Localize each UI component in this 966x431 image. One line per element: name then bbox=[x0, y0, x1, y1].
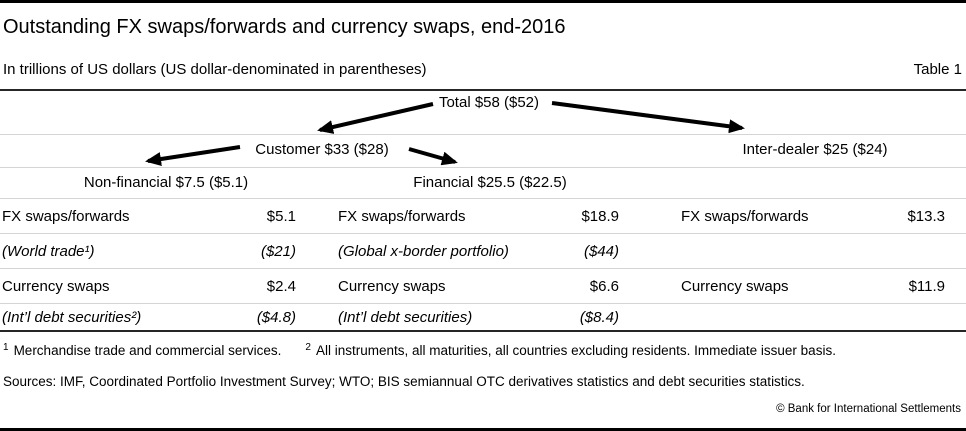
arrow-total-to-interdealer bbox=[551, 101, 745, 134]
footnote-1: 1 Merchandise trade and commercial servic… bbox=[3, 342, 282, 358]
arrow-customer-to-nonfinancial bbox=[145, 145, 241, 166]
arrow-customer-to-financial bbox=[408, 147, 458, 166]
cell-group-financial: (Global x-border portfolio) ($44) bbox=[338, 243, 619, 260]
sources-line: Sources: IMF, Coordinated Portfolio Inve… bbox=[3, 374, 805, 389]
cell-value: ($8.4) bbox=[579, 308, 619, 326]
cell-value: ($44) bbox=[583, 242, 619, 260]
cell-group-nonfinancial: (Int’l debt securities²) ($4.8) bbox=[0, 309, 296, 326]
tree-arrows bbox=[145, 101, 745, 166]
top-border bbox=[0, 0, 966, 3]
cell-label: Currency swaps bbox=[2, 277, 110, 295]
units-subtitle: In trillions of US dollars (US dollar-de… bbox=[3, 61, 427, 78]
footnote-1-text: Merchandise trade and commercial service… bbox=[13, 343, 282, 358]
footnote-2-marker: 2 bbox=[305, 342, 311, 353]
cell-value: ($21) bbox=[260, 242, 296, 260]
footnote-2-text: All instruments, all maturities, all cou… bbox=[315, 343, 836, 358]
cell-label: FX swaps/forwards bbox=[2, 207, 130, 225]
data-table: FX swaps/forwards $5.1 FX swaps/forwards… bbox=[0, 199, 966, 332]
footnote-2: 2 All instruments, all maturities, all co… bbox=[305, 342, 836, 358]
cell-group-nonfinancial: Currency swaps $2.4 bbox=[0, 278, 296, 295]
cell-group-interdealer: FX swaps/forwards $13.3 bbox=[681, 208, 945, 225]
table-row-reference-2: (Int’l debt securities²) ($4.8) (Int’l d… bbox=[0, 304, 966, 332]
node-non-financial: Non-financial $7.5 ($5.1) bbox=[79, 174, 253, 192]
diagram-separator-1 bbox=[0, 134, 966, 135]
hierarchy-diagram: Total $58 ($52) Customer $33 ($28) Inter… bbox=[0, 91, 966, 199]
cell-group-nonfinancial: (World trade¹) ($21) bbox=[0, 243, 296, 260]
cell-group-financial: (Int’l debt securities) ($8.4) bbox=[338, 309, 619, 326]
cell-label: (Global x-border portfolio) bbox=[338, 242, 509, 260]
cell-value: $5.1 bbox=[266, 207, 296, 225]
cell-label: Currency swaps bbox=[681, 277, 789, 295]
node-total: Total $58 ($52) bbox=[434, 94, 544, 112]
cell-value: $18.9 bbox=[581, 207, 619, 225]
cell-value: $11.9 bbox=[908, 277, 945, 295]
header-rule bbox=[0, 89, 966, 91]
cell-label: (World trade¹) bbox=[2, 242, 95, 260]
cell-value: $13.3 bbox=[907, 207, 945, 225]
table-row-fx-swaps: FX swaps/forwards $5.1 FX swaps/forwards… bbox=[0, 199, 966, 234]
table-row-currency-swaps: Currency swaps $2.4 Currency swaps $6.6 … bbox=[0, 269, 966, 304]
diagram-separator-3 bbox=[0, 198, 966, 199]
cell-label: FX swaps/forwards bbox=[681, 207, 809, 225]
node-customer: Customer $33 ($28) bbox=[251, 141, 393, 159]
cell-value: $2.4 bbox=[266, 277, 296, 295]
footnote-1-marker: 1 bbox=[3, 342, 9, 353]
cell-label: (Int’l debt securities) bbox=[338, 308, 473, 326]
node-inter-dealer: Inter-dealer $25 ($24) bbox=[738, 141, 892, 159]
diagram-separator-2 bbox=[0, 167, 966, 168]
subtitle-row: In trillions of US dollars (US dollar-de… bbox=[3, 60, 962, 80]
table-row-reference-1: (World trade¹) ($21) (Global x-border po… bbox=[0, 234, 966, 269]
copyright-notice: © Bank for International Settlements bbox=[776, 403, 961, 415]
table-number-label: Table 1 bbox=[913, 61, 962, 78]
cell-group-financial: FX swaps/forwards $18.9 bbox=[338, 208, 619, 225]
node-financial: Financial $25.5 ($22.5) bbox=[409, 174, 571, 192]
cell-label: Currency swaps bbox=[338, 277, 446, 295]
footnotes: 1 Merchandise trade and commercial servic… bbox=[3, 338, 836, 360]
cell-value: ($4.8) bbox=[256, 308, 296, 326]
cell-label: FX swaps/forwards bbox=[338, 207, 466, 225]
cell-group-interdealer: Currency swaps $11.9 bbox=[681, 278, 945, 295]
cell-label: (Int’l debt securities²) bbox=[2, 308, 142, 326]
cell-group-financial: Currency swaps $6.6 bbox=[338, 278, 619, 295]
bottom-border bbox=[0, 428, 966, 431]
arrow-total-to-customer bbox=[317, 102, 434, 134]
cell-value: $6.6 bbox=[589, 277, 619, 295]
page-title: Outstanding FX swaps/forwards and curren… bbox=[3, 16, 566, 38]
cell-group-nonfinancial: FX swaps/forwards $5.1 bbox=[0, 208, 296, 225]
